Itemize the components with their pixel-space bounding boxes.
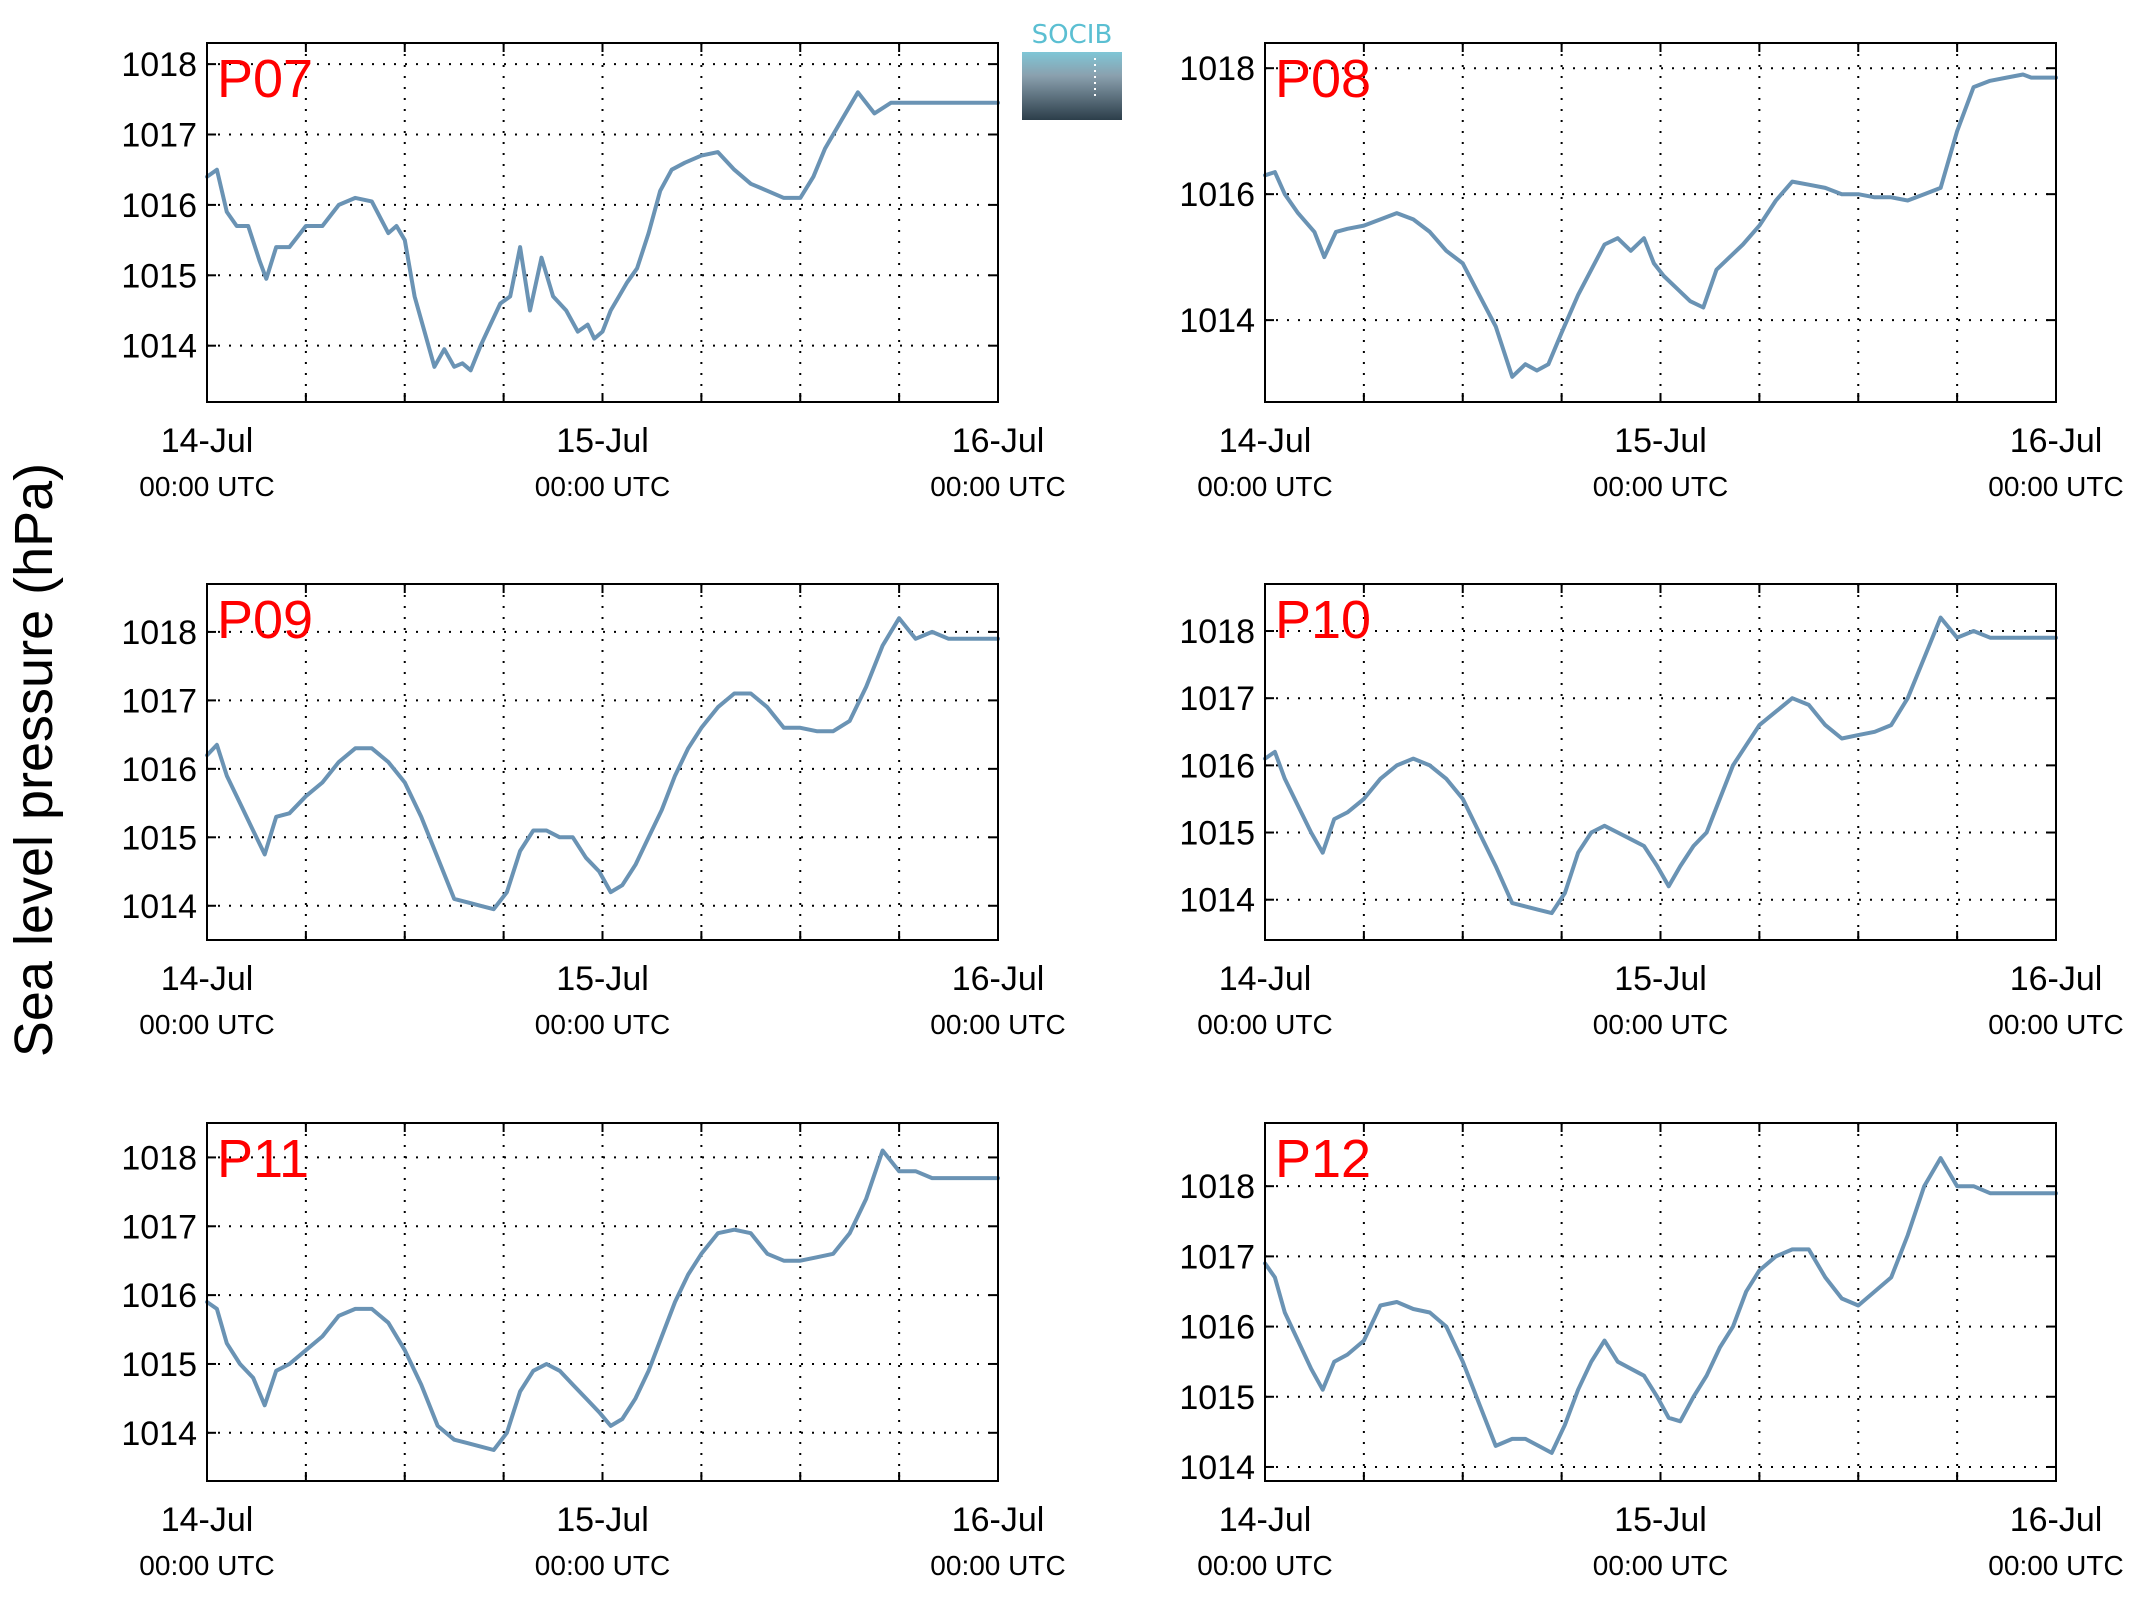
panel-p11: 1014 1015 1016 1017 1018 14-Jul 00:00 UTC 15-Ju… (121, 1122, 1066, 1581)
x-tick-label: 14-Jul (1219, 960, 1312, 998)
x-tick-label: 15-Jul (1614, 422, 1707, 460)
x-tick-label: 16-Jul (2010, 960, 2103, 998)
y-tick-label: 1014 (121, 328, 197, 366)
series-line (1263, 72, 2058, 379)
panel-label: P08 (1275, 49, 1371, 109)
x-tick-sublabel: 00:00 UTC (1988, 1550, 2123, 1581)
x-tick-sublabel: 00:00 UTC (1197, 471, 1332, 502)
x-tick-label: 14-Jul (1219, 1501, 1312, 1539)
x-tick-sublabel: 00:00 UTC (1988, 1009, 2123, 1040)
x-tick-sublabel: 00:00 UTC (139, 1550, 274, 1581)
y-tick-label: 1014 (1179, 882, 1255, 920)
panel-label: P11 (217, 1129, 309, 1189)
x-tick-sublabel: 00:00 UTC (139, 471, 274, 502)
panel-p12: 1014 1015 1016 1017 1018 14-Jul 00:00 UTC 15-Ju… (1179, 1122, 2124, 1581)
series-line (1263, 615, 2058, 916)
x-tick-label: 15-Jul (1614, 960, 1707, 998)
y-tick-label: 1018 (121, 1139, 197, 1177)
x-tick-sublabel: 00:00 UTC (930, 471, 1065, 502)
series-line (1263, 1156, 2058, 1455)
x-tick-label: 14-Jul (161, 960, 254, 998)
y-tick-label: 1017 (121, 1208, 197, 1246)
panel-label: P09 (217, 590, 313, 650)
y-tick-label: 1014 (1179, 1449, 1255, 1487)
y-tick-label: 1015 (1179, 815, 1255, 853)
series-line (205, 90, 1000, 373)
y-tick-label: 1015 (121, 819, 197, 857)
series-line (205, 616, 1000, 912)
x-tick-label: 16-Jul (2010, 1501, 2103, 1539)
y-tick-label: 1015 (121, 257, 197, 295)
panel-label: P10 (1275, 590, 1371, 650)
x-tick-label: 14-Jul (1219, 422, 1312, 460)
x-tick-label: 14-Jul (161, 1501, 254, 1539)
x-tick-label: 16-Jul (2010, 422, 2103, 460)
x-tick-sublabel: 00:00 UTC (1593, 1009, 1728, 1040)
y-tick-label: 1017 (1179, 1238, 1255, 1276)
y-tick-label: 1016 (121, 1277, 197, 1315)
series-line (205, 1148, 1000, 1452)
y-tick-label: 1016 (1179, 747, 1255, 785)
y-tick-label: 1014 (121, 1415, 197, 1453)
x-tick-sublabel: 00:00 UTC (1197, 1009, 1332, 1040)
x-tick-sublabel: 00:00 UTC (535, 471, 670, 502)
panel-p08: 1014 1016 1018 14-Jul 00:00 UTC 15-Jul 00:00 U… (1179, 42, 2124, 502)
y-tick-label: 1016 (1179, 1309, 1255, 1347)
panels: 1014 1015 1016 1017 1018 14-Jul 00:00 UTC 15-Ju… (121, 42, 2124, 1581)
y-tick-label: 1017 (1179, 680, 1255, 718)
x-tick-sublabel: 00:00 UTC (1197, 1550, 1332, 1581)
x-tick-label: 14-Jul (161, 422, 254, 460)
y-tick-label: 1015 (1179, 1379, 1255, 1417)
x-tick-sublabel: 00:00 UTC (1593, 471, 1728, 502)
x-tick-label: 15-Jul (556, 422, 649, 460)
y-tick-label: 1018 (1179, 613, 1255, 651)
y-tick-label: 1018 (121, 46, 197, 84)
y-tick-label: 1017 (121, 682, 197, 720)
x-tick-sublabel: 00:00 UTC (1988, 471, 2123, 502)
x-tick-label: 16-Jul (952, 422, 1045, 460)
y-tick-label: 1017 (121, 117, 197, 155)
panel-label: P07 (217, 49, 313, 109)
y-tick-label: 1016 (1179, 176, 1255, 214)
logo-text: SOCIB (1032, 20, 1113, 50)
x-tick-sublabel: 00:00 UTC (535, 1009, 670, 1040)
panel-p07: 1014 1015 1016 1017 1018 14-Jul 00:00 UTC 15-Ju… (121, 42, 1066, 502)
y-tick-label: 1018 (1179, 50, 1255, 88)
y-tick-label: 1018 (1179, 1168, 1255, 1206)
y-tick-label: 1014 (121, 888, 197, 926)
x-tick-sublabel: 00:00 UTC (930, 1009, 1065, 1040)
y-tick-label: 1015 (121, 1346, 197, 1384)
x-tick-label: 15-Jul (1614, 1501, 1707, 1539)
x-tick-label: 16-Jul (952, 960, 1045, 998)
y-tick-label: 1016 (121, 751, 197, 789)
x-tick-label: 16-Jul (952, 1501, 1045, 1539)
x-tick-sublabel: 00:00 UTC (139, 1009, 274, 1040)
socib-logo: SOCIB (1022, 20, 1122, 120)
y-axis-label: Sea level pressure (hPa) (4, 463, 64, 1057)
logo-block (1022, 52, 1122, 120)
y-tick-label: 1018 (121, 614, 197, 652)
x-tick-label: 15-Jul (556, 960, 649, 998)
panel-label: P12 (1275, 1129, 1371, 1189)
x-tick-sublabel: 00:00 UTC (535, 1550, 670, 1581)
panel-p09: 1014 1015 1016 1017 1018 14-Jul 00:00 UTC 15-Ju… (121, 583, 1066, 1040)
x-tick-label: 15-Jul (556, 1501, 649, 1539)
y-tick-label: 1016 (121, 187, 197, 225)
panel-p10: 1014 1015 1016 1017 1018 14-Jul 00:00 UTC 15-Ju… (1179, 583, 2124, 1040)
x-tick-sublabel: 00:00 UTC (1593, 1550, 1728, 1581)
y-tick-label: 1014 (1179, 302, 1255, 340)
x-tick-sublabel: 00:00 UTC (930, 1550, 1065, 1581)
